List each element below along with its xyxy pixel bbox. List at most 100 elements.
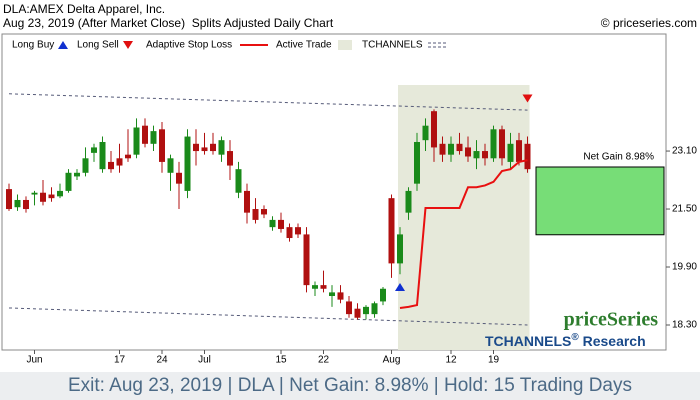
candle-body xyxy=(14,199,21,208)
candle-body xyxy=(388,198,395,264)
net-gain-label: Net Gain 8.98% xyxy=(583,152,654,163)
x-tick-label: 19 xyxy=(488,355,500,366)
buy-arrow xyxy=(395,282,405,291)
legend-label: TCHANNELS xyxy=(362,40,423,51)
plot-frame xyxy=(1,33,667,351)
candle-body xyxy=(456,143,463,152)
x-tick-label: 22 xyxy=(318,355,330,366)
candle-body xyxy=(312,285,318,289)
logo-brand: priceSeries xyxy=(564,309,659,331)
x-tick-label: 24 xyxy=(156,355,168,366)
candle-body xyxy=(499,129,505,159)
copyright: © priceseries.com xyxy=(601,16,697,30)
footer: Exit: Aug 23, 2019 | DLA | Net Gain: 8.9… xyxy=(68,375,632,396)
candle-body xyxy=(176,172,182,184)
candle-body xyxy=(320,285,327,289)
candle-body xyxy=(252,209,259,220)
candle-body xyxy=(82,158,89,173)
sell-arrow xyxy=(522,94,533,103)
candle-body xyxy=(397,234,403,264)
candle-body xyxy=(405,190,412,213)
candle-body xyxy=(507,143,514,162)
x-tick-label: 12 xyxy=(445,355,457,366)
candle-body xyxy=(91,147,97,153)
candle-body xyxy=(516,140,522,162)
x-tick-label: 17 xyxy=(114,355,126,366)
x-tick-label: 15 xyxy=(275,355,287,366)
candle-body xyxy=(422,125,429,141)
legend-sell xyxy=(123,41,133,49)
logo-suffix: Research xyxy=(579,333,646,349)
candle-body xyxy=(159,129,165,162)
candle-body xyxy=(125,154,131,159)
candle-body xyxy=(48,194,55,199)
candle-body xyxy=(167,158,174,173)
legend-label: Active Trade xyxy=(276,40,332,51)
candle-body xyxy=(286,227,293,239)
candle-body xyxy=(193,143,199,152)
candle-body xyxy=(465,147,471,157)
candle-body xyxy=(227,151,233,166)
channel-line xyxy=(8,307,528,326)
candle-body xyxy=(57,190,63,197)
candle-body xyxy=(269,219,276,228)
y-tick-label: 21.50 xyxy=(672,204,697,215)
footer-band xyxy=(0,372,700,400)
candle-body xyxy=(490,129,497,159)
candle-body xyxy=(74,172,80,177)
candle-body xyxy=(354,308,361,318)
candle-body xyxy=(524,143,531,170)
stop-loss-line xyxy=(399,159,528,309)
channel-line xyxy=(8,93,528,111)
legend-label: Long Sell xyxy=(77,40,119,51)
candle-body xyxy=(244,190,250,213)
candle-body xyxy=(363,306,369,315)
candle-body xyxy=(108,161,114,170)
chart-subtitle: Aug 23, 2019 (After Market Close) Splits… xyxy=(3,16,334,30)
legend-buy xyxy=(58,41,68,49)
candle-body xyxy=(6,189,12,210)
candle-body xyxy=(31,192,38,195)
candle-body xyxy=(201,147,208,152)
legend-active xyxy=(338,40,352,50)
legend-label: Long Buy xyxy=(12,40,54,51)
candle-body xyxy=(142,125,148,144)
candle-body xyxy=(40,192,46,202)
candle-body xyxy=(431,111,437,148)
x-tick-label: Jul xyxy=(198,355,211,366)
legend-label: Adaptive Stop Loss xyxy=(146,40,232,51)
active-trade xyxy=(398,85,530,350)
candle-body xyxy=(235,169,242,193)
logo-mark: ® xyxy=(571,332,579,343)
y-tick-label: 19.90 xyxy=(672,262,697,273)
candle-body xyxy=(414,141,420,184)
candle-body xyxy=(448,143,454,155)
candle-body xyxy=(261,209,267,215)
candle-body xyxy=(337,292,344,300)
candle-body xyxy=(439,143,446,155)
logo-product-name: TCHANNELS xyxy=(485,333,571,349)
candle-body xyxy=(150,131,157,144)
candle-body xyxy=(65,172,72,191)
candle-body xyxy=(329,292,335,297)
candle-body xyxy=(482,151,488,159)
candle-body xyxy=(99,141,106,170)
candle-body xyxy=(380,288,386,302)
candle-body xyxy=(371,303,378,315)
y-tick-label: 23.10 xyxy=(672,146,697,157)
x-tick-label: Aug xyxy=(383,355,401,366)
candle-body xyxy=(303,234,310,286)
candle-body xyxy=(116,158,123,166)
candle-body xyxy=(133,127,140,155)
candle-body xyxy=(23,199,29,210)
chart-title: DLA:AMEX Delta Apparel, Inc. xyxy=(3,2,165,16)
candle-body xyxy=(184,136,191,191)
candle-body xyxy=(218,140,225,155)
candle-body xyxy=(278,219,284,229)
candle-body xyxy=(346,301,352,315)
candle-body xyxy=(473,151,480,159)
y-tick-label: 18.30 xyxy=(672,320,697,331)
x-tick-label: Jun xyxy=(26,355,42,366)
